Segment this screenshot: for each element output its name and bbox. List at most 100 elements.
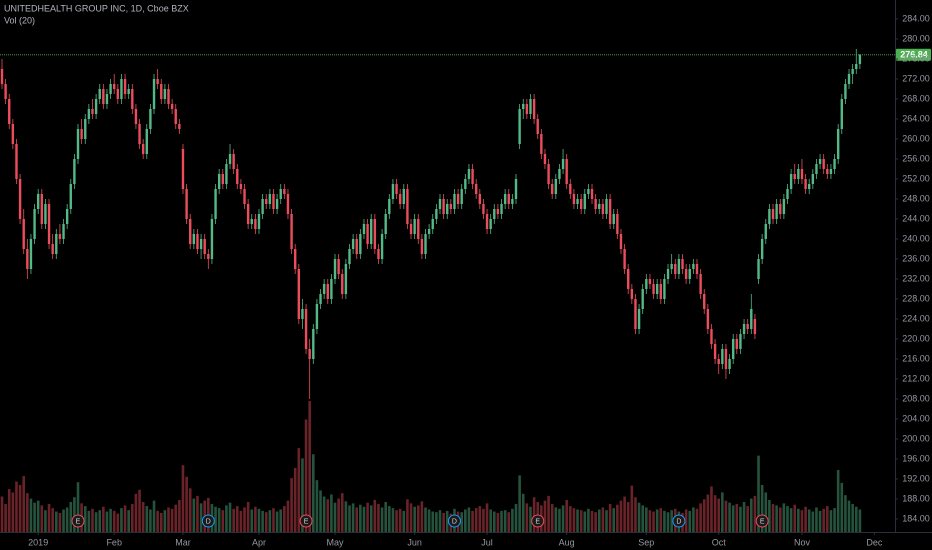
candle-body — [398, 194, 402, 204]
candle-body — [789, 174, 793, 189]
volume-bar — [33, 502, 36, 532]
volume-bar — [797, 508, 800, 532]
candle-body — [666, 269, 670, 279]
candle-body — [359, 234, 362, 254]
candle-body — [116, 89, 120, 99]
volume-bar — [793, 504, 797, 532]
candle-body — [503, 194, 507, 204]
volume-bar — [561, 505, 565, 532]
candle-body — [84, 119, 87, 139]
candle-body — [757, 259, 760, 279]
candle-body — [62, 224, 65, 239]
volume-bar — [532, 497, 536, 532]
candle-body — [134, 109, 138, 124]
volume-bar — [355, 507, 359, 532]
candle-body — [507, 194, 510, 204]
candle-body — [239, 184, 243, 189]
volume-bar — [333, 502, 337, 532]
volume-bar — [511, 508, 514, 532]
volume-bar — [572, 508, 576, 532]
candle-body — [731, 339, 735, 359]
candle-body — [388, 199, 391, 214]
volume-bar — [7, 489, 11, 532]
candle-body — [703, 294, 706, 309]
volume-bar — [366, 502, 369, 532]
candle-body — [395, 184, 398, 194]
volume-bar — [235, 506, 239, 532]
candle-body — [297, 269, 301, 319]
volume-bar — [547, 495, 550, 532]
candle-body — [384, 214, 387, 234]
volume-bar — [800, 510, 804, 532]
volume-bar — [141, 501, 145, 532]
volume-bar — [283, 506, 286, 532]
volume-bar — [214, 506, 217, 532]
volume-bar — [344, 501, 348, 532]
candle-body — [822, 159, 825, 169]
volume-bar — [420, 501, 424, 532]
y-tick-label: 192.00 — [902, 473, 930, 483]
volume-bar — [710, 486, 713, 532]
candle-body — [522, 104, 525, 109]
event-label: D — [676, 518, 681, 525]
volume-bar — [178, 499, 181, 532]
volume-bar — [185, 476, 188, 532]
candle-body — [330, 279, 333, 299]
volume-bar — [398, 508, 402, 532]
volume-bar — [724, 500, 728, 532]
volume-bar — [616, 504, 619, 532]
x-tick-label: Apr — [252, 537, 266, 547]
candle-body — [243, 189, 246, 204]
y-tick-label: 216.00 — [902, 353, 930, 363]
volume-bar — [496, 512, 500, 532]
volume-bar — [264, 512, 268, 532]
volume-bar — [844, 495, 847, 532]
candle-body — [818, 159, 822, 164]
candle-body — [268, 194, 272, 204]
candle-body — [236, 169, 239, 184]
volume-bar — [833, 508, 836, 532]
candle-body — [308, 349, 311, 359]
volume-bar — [442, 512, 445, 532]
volume-bar — [47, 504, 51, 532]
volume-bar — [706, 494, 710, 532]
y-tick-label: 280.00 — [902, 33, 930, 43]
candle-body — [254, 219, 257, 229]
candle-body — [699, 274, 702, 294]
y-tick-label: 244.00 — [902, 213, 930, 223]
volume-bar — [380, 507, 384, 532]
volume-bar — [326, 499, 330, 532]
candle-body — [836, 129, 840, 159]
candle-body — [141, 144, 145, 154]
candle-body — [319, 294, 322, 304]
x-tick-label: Nov — [794, 537, 811, 547]
candle-body — [547, 164, 550, 184]
candle-body — [608, 199, 612, 224]
volume-bar — [576, 509, 579, 532]
event-marker — [531, 514, 545, 528]
candle-body — [717, 359, 720, 364]
volume-bar — [529, 506, 532, 532]
candle-body — [69, 184, 72, 209]
candle-body — [543, 154, 547, 164]
volume-bar — [605, 510, 608, 532]
candle-body — [616, 214, 619, 234]
x-tick-label: Dec — [866, 537, 883, 547]
candle-body — [739, 334, 742, 349]
volume-bar — [500, 510, 503, 532]
candle-body — [304, 309, 308, 349]
volume-bar — [257, 508, 261, 532]
candle-body — [742, 324, 746, 334]
candle-body — [275, 199, 279, 209]
candle-body — [232, 154, 235, 169]
volume-bar — [648, 510, 652, 532]
volume-bar — [594, 512, 597, 532]
volume-bar — [670, 510, 673, 532]
candle-body — [760, 239, 764, 259]
candle-body — [55, 234, 58, 254]
candle-body — [815, 164, 818, 174]
candle-body — [710, 329, 713, 344]
candle-body — [293, 249, 297, 269]
candle-layer — [0, 49, 862, 399]
candle-body — [76, 129, 80, 159]
